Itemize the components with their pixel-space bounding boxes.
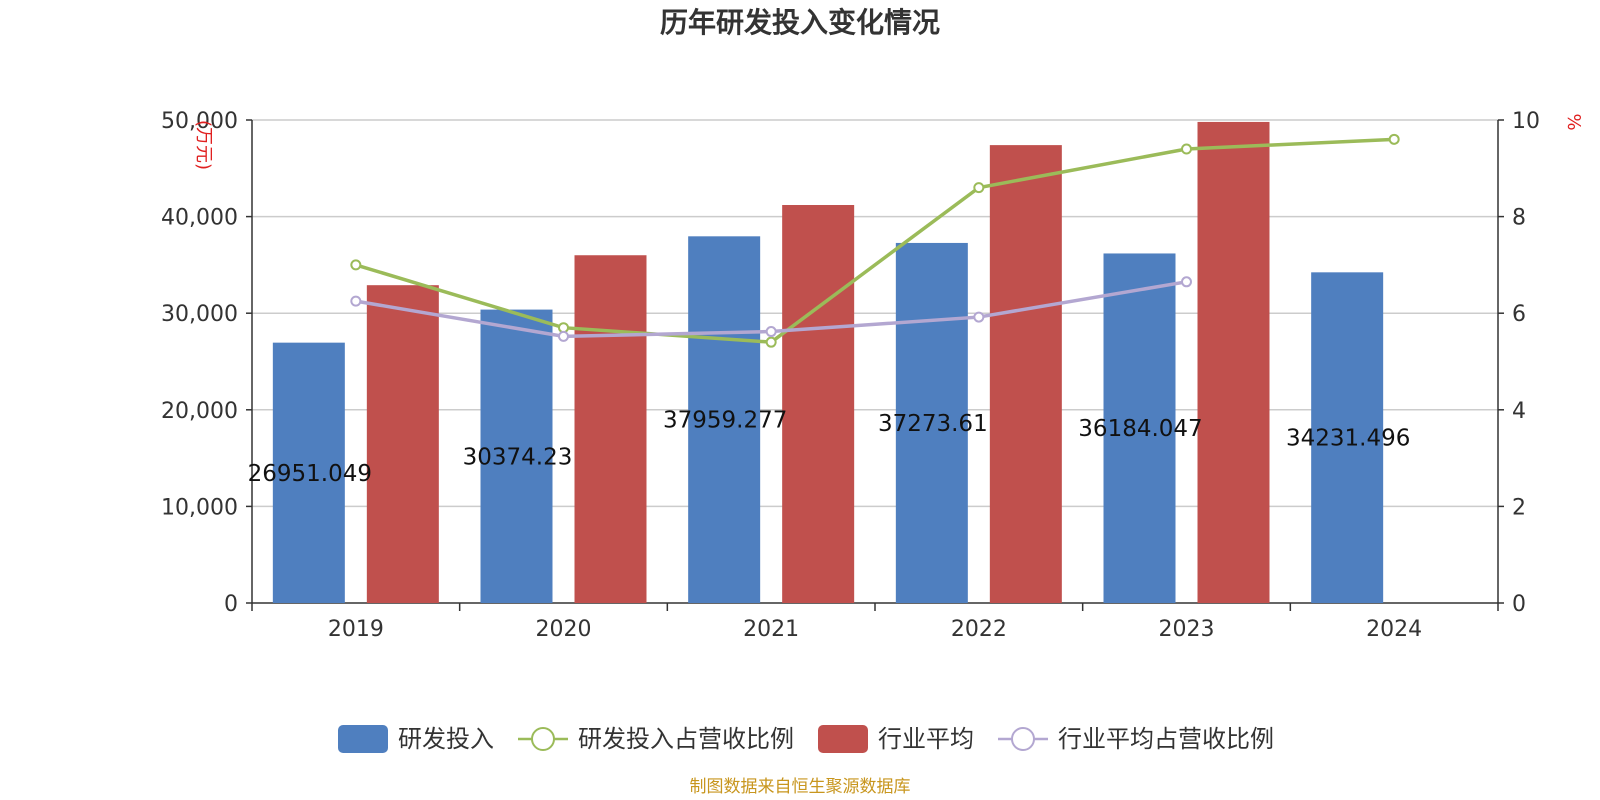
bar-rd-investment [1311,272,1384,603]
source-note: 制图数据来自恒生聚源数据库 [690,777,911,797]
x-tick-label: 2023 [1159,617,1215,642]
bar-industry-average [782,205,855,603]
bar-value-label: 37959.277 [663,408,787,434]
line-point [973,311,985,323]
y-tick-label-left: 30,000 [161,302,238,327]
bar-rd-investment [480,309,553,603]
bar-industry-average [366,285,439,603]
y-tick-label-left: 40,000 [161,206,238,231]
bar-value-label: 37273.61 [878,411,988,437]
line-point [765,326,777,338]
bar-industry-average [1197,121,1270,603]
bar-rd-investment [1103,253,1176,604]
y-axis-right-label: % [1563,113,1584,130]
y-tick-label-left: 20,000 [161,399,238,424]
y-tick-label-left: 10,000 [161,495,238,520]
line-point [350,259,362,271]
x-tick-label: 2024 [1366,617,1422,642]
bar-rd-investment [895,242,968,603]
y-tick-label-right: 0 [1512,592,1526,617]
x-tick-label: 2021 [743,617,799,642]
line-point [350,295,362,307]
bar-rd-investment [688,236,761,603]
y-tick-label-right: 6 [1512,302,1526,327]
x-tick-label: 2022 [951,617,1007,642]
bar-value-label: 36184.047 [1078,416,1202,442]
legend-label: 研发投入 [398,725,494,753]
legend: 研发投入 研发投入占营收比例 行业平均 行业平均占营收比例 [338,725,1274,753]
legend-label: 研发投入占营收比例 [578,725,794,753]
line-point [973,182,985,194]
x-tick-label: 2020 [536,617,592,642]
x-tick-label: 2019 [328,617,384,642]
bar-rd-investment [272,342,345,603]
legend-swatch-marker [531,727,555,751]
line-point [1388,133,1400,145]
y-tick-label-right: 8 [1512,206,1526,231]
line-point [1181,143,1192,155]
bars [272,121,1384,604]
bar-value-label: 30374.23 [463,444,573,470]
bar-industry-average [989,145,1062,603]
y-tick-label-right: 4 [1512,399,1526,424]
legend-swatch-marker [1011,727,1035,751]
line-point [1181,276,1192,288]
bar-industry-average [574,255,647,604]
y-tick-label-right: 2 [1512,495,1526,520]
line-point [765,336,777,348]
bar-value-labels: 26951.049 30374.23 37959.277 37273.61 36184.… [248,408,1411,487]
line-point [558,322,569,334]
y-tick-label-left: 0 [224,592,238,617]
y-tick-label-left: 50,000 [161,109,238,134]
y-tick-label-right: 10 [1512,109,1540,134]
lines [350,133,1400,348]
bar-value-label: 34231.496 [1286,426,1410,452]
legend-label: 行业平均 [878,725,974,753]
legend-label: 行业平均占营收比例 [1058,725,1274,753]
y-axis-left-label: (万元) [193,120,214,170]
line-rd-ratio [355,137,1395,344]
grid-lines [252,119,1498,508]
axes: 0 0 10,000 2 20,000 4 30,000 6 40,000 8 50,000 10 20… [161,109,1540,642]
chart-title: 历年研发投入变化情况 [660,6,940,39]
legend-swatch [818,725,868,753]
bar-value-label: 26951.049 [248,461,372,487]
line-point [558,330,569,342]
legend-swatch [338,725,388,753]
